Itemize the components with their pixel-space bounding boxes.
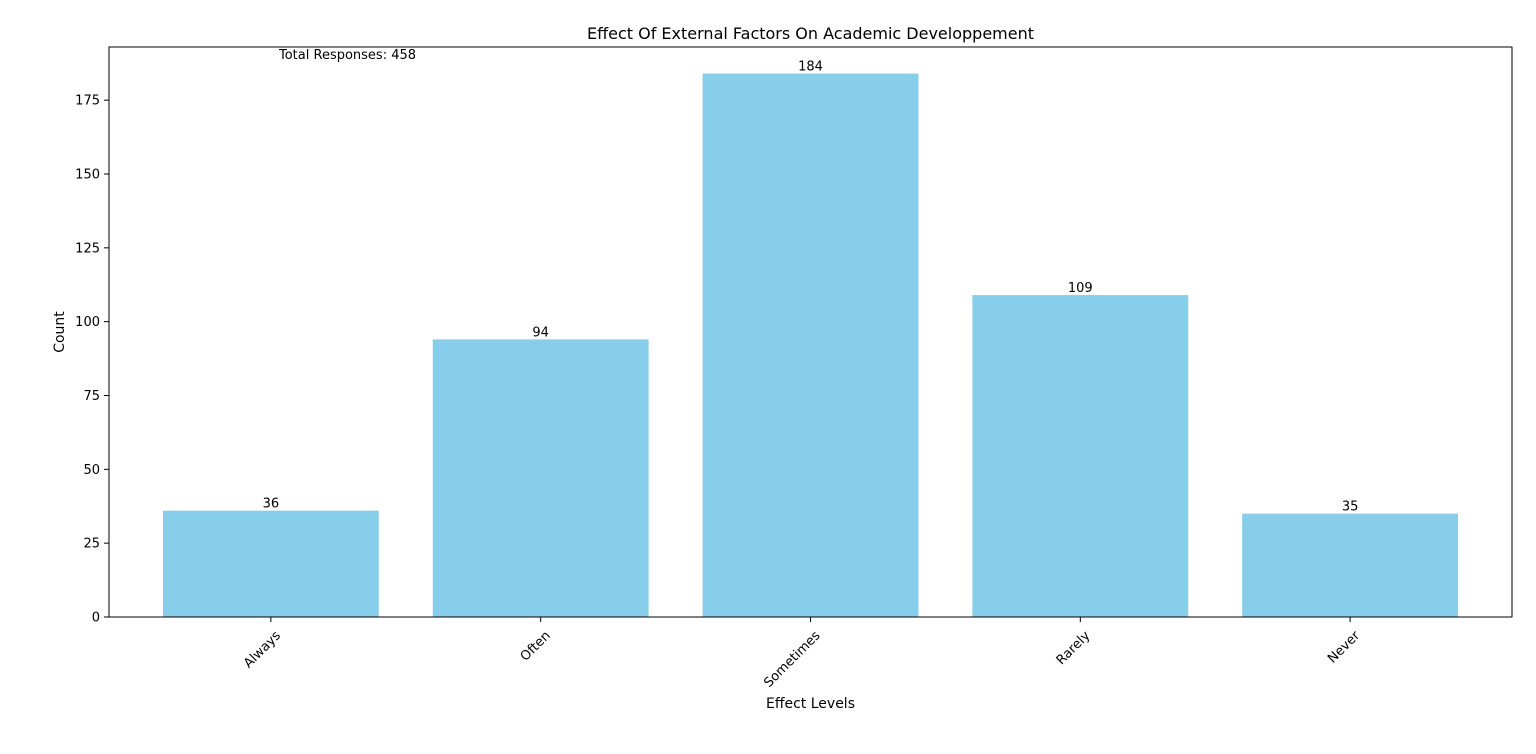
bar-always xyxy=(162,510,379,617)
y-tick-label: 100 xyxy=(75,315,100,330)
bar-sometimes xyxy=(702,73,919,617)
bar-often xyxy=(432,339,649,617)
plot-frame xyxy=(108,46,1513,618)
x-tick-label-often: Often xyxy=(518,628,554,664)
data-label-often: 94 xyxy=(532,325,549,340)
y-axis-label: Count xyxy=(52,311,68,353)
total-responses-annotation: Total Responses: 458 xyxy=(278,48,416,63)
data-label-sometimes: 184 xyxy=(798,60,823,75)
y-tick-label: 25 xyxy=(83,537,100,552)
y-tick-label: 175 xyxy=(75,94,100,109)
y-tick-label: 75 xyxy=(83,389,100,404)
y-axis-ticks: 0 25 50 75 100 125 150 175 xyxy=(75,94,109,626)
data-labels-group: 36 94 184 109 35 xyxy=(263,60,1359,515)
y-tick-label: 50 xyxy=(83,463,100,478)
x-axis-label: Effect Levels xyxy=(766,696,855,712)
data-label-rarely: 109 xyxy=(1068,281,1093,296)
bar-rarely xyxy=(972,295,1189,617)
x-tick-label-always: Always xyxy=(241,628,284,671)
y-tick-label: 150 xyxy=(75,167,100,182)
chart-title: Effect Of External Factors On Academic D… xyxy=(587,24,1034,43)
data-label-always: 36 xyxy=(263,497,280,512)
bar-never xyxy=(1242,513,1459,617)
bars-group xyxy=(162,73,1459,617)
x-tick-label-rarely: Rarely xyxy=(1054,628,1094,668)
y-tick-label: 0 xyxy=(92,611,100,626)
x-tick-label-sometimes: Sometimes xyxy=(761,628,823,690)
data-label-never: 35 xyxy=(1342,500,1359,515)
x-tick-label-never: Never xyxy=(1325,628,1363,666)
x-axis-ticks: Always Often Sometimes Rarely Never xyxy=(241,617,1364,691)
y-tick-label: 125 xyxy=(75,241,100,256)
